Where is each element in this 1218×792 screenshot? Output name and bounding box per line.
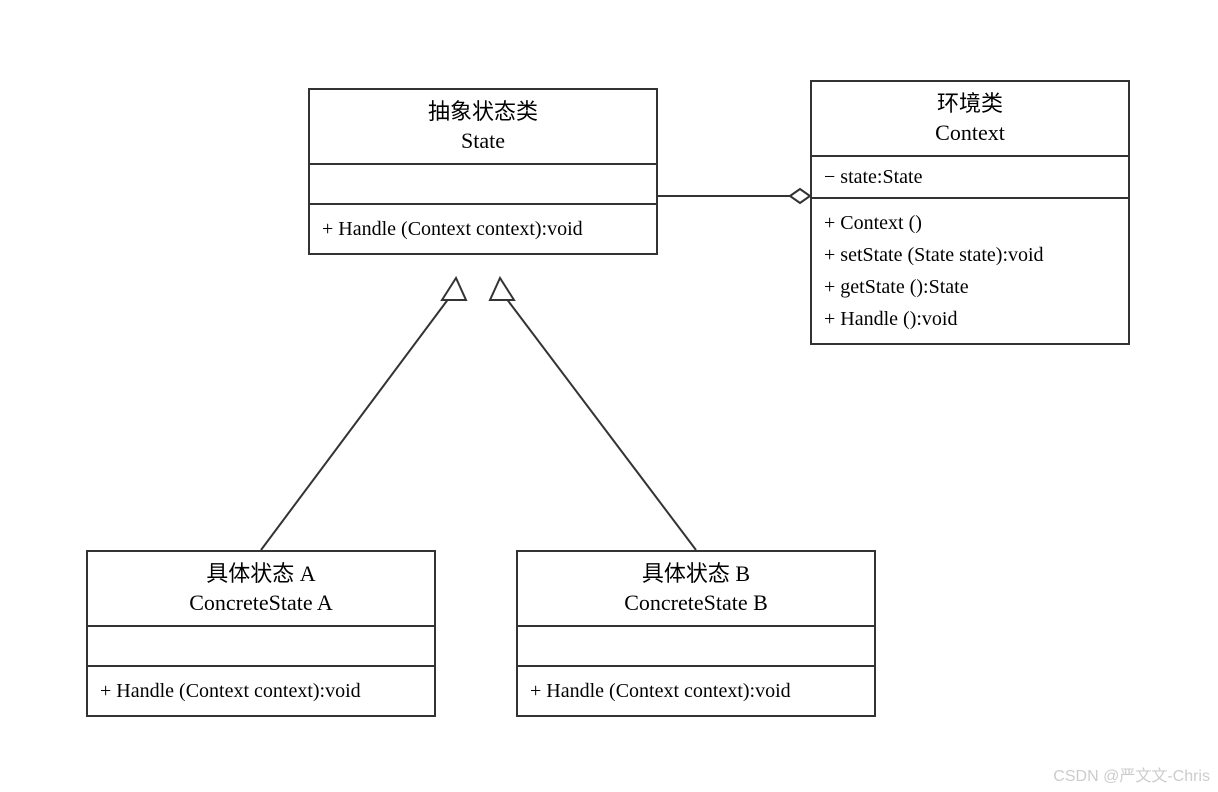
generalization-a-line xyxy=(261,298,449,550)
class-concrete-b-ops: + Handle (Context context):void xyxy=(518,667,874,715)
aggregation-diamond-icon xyxy=(790,189,810,203)
class-concrete-a-name-cn: 具体状态 A xyxy=(98,560,424,589)
generalization-b-triangle-icon xyxy=(490,278,514,300)
class-context: 环境类 Context − state:State + Context () +… xyxy=(810,80,1130,345)
class-state-op: + Handle (Context context):void xyxy=(322,213,644,245)
class-context-op-3: + Handle ():void xyxy=(824,303,1116,335)
class-context-ops: + Context () + setState (State state):vo… xyxy=(812,199,1128,343)
class-state-name-cn: 抽象状态类 xyxy=(320,98,646,127)
class-concrete-b: 具体状态 B ConcreteState B + Handle (Context… xyxy=(516,550,876,717)
class-concrete-a-op: + Handle (Context context):void xyxy=(100,675,422,707)
class-concrete-b-attrs xyxy=(518,627,874,667)
class-state-name: 抽象状态类 State xyxy=(310,90,656,165)
class-context-attrs: − state:State xyxy=(812,157,1128,199)
class-context-name-en: Context xyxy=(822,119,1118,148)
class-concrete-b-op: + Handle (Context context):void xyxy=(530,675,862,707)
generalization-a-triangle-icon xyxy=(442,278,466,300)
class-state: 抽象状态类 State + Handle (Context context):v… xyxy=(308,88,658,255)
class-concrete-a-attrs xyxy=(88,627,434,667)
class-concrete-a-name-en: ConcreteState A xyxy=(98,589,424,618)
class-state-ops: + Handle (Context context):void xyxy=(310,205,656,253)
class-concrete-a-ops: + Handle (Context context):void xyxy=(88,667,434,715)
class-context-name-cn: 环境类 xyxy=(822,90,1118,119)
class-concrete-b-name-cn: 具体状态 B xyxy=(528,560,864,589)
class-context-op-2: + getState ():State xyxy=(824,271,1116,303)
class-context-op-0: + Context () xyxy=(824,207,1116,239)
class-state-attrs xyxy=(310,165,656,205)
class-context-op-1: + setState (State state):void xyxy=(824,239,1116,271)
watermark: CSDN @严文文-Chris xyxy=(1053,762,1210,786)
class-concrete-a: 具体状态 A ConcreteState A + Handle (Context… xyxy=(86,550,436,717)
generalization-b-line xyxy=(506,298,696,550)
class-concrete-a-name: 具体状态 A ConcreteState A xyxy=(88,552,434,627)
class-concrete-b-name: 具体状态 B ConcreteState B xyxy=(518,552,874,627)
class-concrete-b-name-en: ConcreteState B xyxy=(528,589,864,618)
class-context-attr: − state:State xyxy=(824,163,1116,191)
class-state-name-en: State xyxy=(320,127,646,156)
class-context-name: 环境类 Context xyxy=(812,82,1128,157)
